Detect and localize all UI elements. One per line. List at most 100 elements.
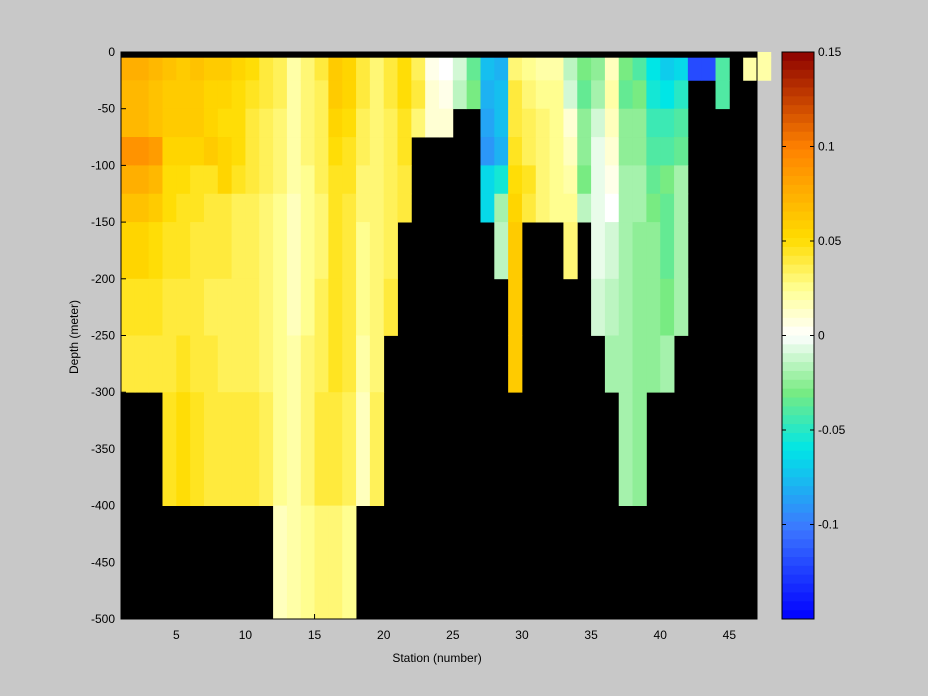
heatmap-cell [245, 108, 260, 138]
colorbar-swatch [782, 140, 814, 150]
heatmap-cell [134, 193, 150, 223]
heatmap-cell [259, 137, 274, 166]
heatmap-cell [632, 108, 647, 138]
heatmap-cell [660, 335, 675, 393]
heatmap-cell [217, 222, 233, 280]
heatmap-cell [342, 278, 357, 336]
colorbar-swatch [782, 193, 814, 204]
heatmap-cell [439, 57, 454, 81]
heatmap-cell [286, 222, 302, 280]
heatmap-cell [632, 278, 647, 336]
heatmap-cell [494, 80, 509, 110]
heatmap-cell [369, 278, 385, 336]
heatmap-cell [591, 137, 606, 166]
heatmap-cell [162, 137, 177, 166]
colorbar-swatch [782, 52, 814, 62]
heatmap-cell [121, 222, 136, 280]
heatmap-cell [121, 57, 136, 81]
heatmap-cell [203, 165, 219, 195]
heatmap-cell [591, 165, 606, 195]
colorbar-swatch [782, 273, 814, 283]
heatmap-cell [190, 80, 205, 110]
heatmap-cell [342, 193, 357, 223]
heatmap-cell [300, 108, 315, 138]
heatmap-cell [508, 335, 523, 393]
colorbar-swatch [782, 521, 814, 531]
colorbar-swatch [782, 300, 814, 310]
heatmap-cell [383, 57, 398, 81]
heatmap-cell [148, 108, 163, 138]
colorbar-swatch [782, 397, 814, 407]
heatmap-cell [494, 222, 509, 280]
colorbar-swatch [782, 565, 814, 576]
heatmap-cell [356, 392, 371, 506]
heatmap-cell [231, 392, 246, 506]
heatmap-cell [148, 165, 163, 195]
heatmap-cell [632, 137, 647, 166]
heatmap-cell [549, 108, 564, 138]
heatmap-cell [508, 57, 523, 81]
heatmap-cell [314, 335, 329, 393]
heatmap-cell [563, 80, 578, 110]
colorbar-swatch [782, 291, 814, 301]
colorbar-swatch [782, 167, 814, 177]
heatmap-cell [356, 335, 371, 393]
heatmap-cell [466, 80, 481, 110]
colorbar-tick-label: -0.1 [818, 518, 839, 532]
heatmap-cell [328, 335, 343, 393]
colorbar-swatch [782, 574, 814, 584]
heatmap-cell [259, 108, 274, 138]
heatmap-cell [397, 57, 412, 81]
heatmap-cell [203, 80, 219, 110]
heatmap-cell [231, 193, 246, 223]
heatmap-cell [356, 80, 371, 110]
heatmap-cell [328, 222, 343, 280]
plot-area [120, 51, 772, 620]
y-tick-label: -300 [91, 385, 115, 399]
heatmap-cell [121, 278, 136, 336]
heatmap-cell [314, 137, 329, 166]
colorbar-swatch [782, 105, 814, 115]
colorbar-swatch [782, 246, 814, 257]
colorbar-swatch [782, 202, 814, 212]
colorbar-tick-label: 0.05 [818, 234, 842, 248]
heatmap-cell [162, 278, 177, 336]
heatmap-cell [674, 108, 689, 138]
heatmap-cell [508, 80, 523, 110]
heatmap-cell [217, 335, 233, 393]
heatmap-cell [521, 165, 537, 195]
x-tick-label: 30 [515, 628, 529, 642]
heatmap-cell [674, 57, 689, 81]
heatmap-cell [604, 80, 620, 110]
heatmap-cell [245, 137, 260, 166]
heatmap-cell [217, 80, 233, 110]
heatmap-cell [549, 165, 564, 195]
heatmap-cell [577, 57, 592, 81]
heatmap-cells [121, 52, 772, 620]
heatmap-cell [563, 165, 578, 195]
y-tick-label: -100 [91, 158, 115, 172]
heatmap-cell [397, 137, 412, 166]
heatmap-cell [674, 193, 689, 223]
heatmap-cell [176, 335, 191, 393]
heatmap-cell [176, 222, 191, 280]
heatmap-cell [314, 278, 329, 336]
heatmap-cell [162, 335, 177, 393]
heatmap-cell [411, 57, 426, 81]
heatmap-cell [425, 108, 440, 138]
heatmap-cell [134, 108, 150, 138]
heatmap-cell [674, 278, 689, 336]
colorbar-swatch [782, 548, 814, 558]
heatmap-cell [217, 392, 233, 506]
heatmap-cell [480, 108, 495, 138]
heatmap-cell [259, 165, 274, 195]
heatmap-cell [217, 278, 233, 336]
heatmap-cell [148, 137, 163, 166]
heatmap-cell [245, 80, 260, 110]
heatmap-cell [383, 137, 398, 166]
heatmap-cell [369, 335, 385, 393]
heatmap-cell [604, 57, 620, 81]
heatmap-cell [687, 57, 703, 81]
heatmap-cell [535, 80, 551, 110]
heatmap-cell [286, 57, 302, 81]
